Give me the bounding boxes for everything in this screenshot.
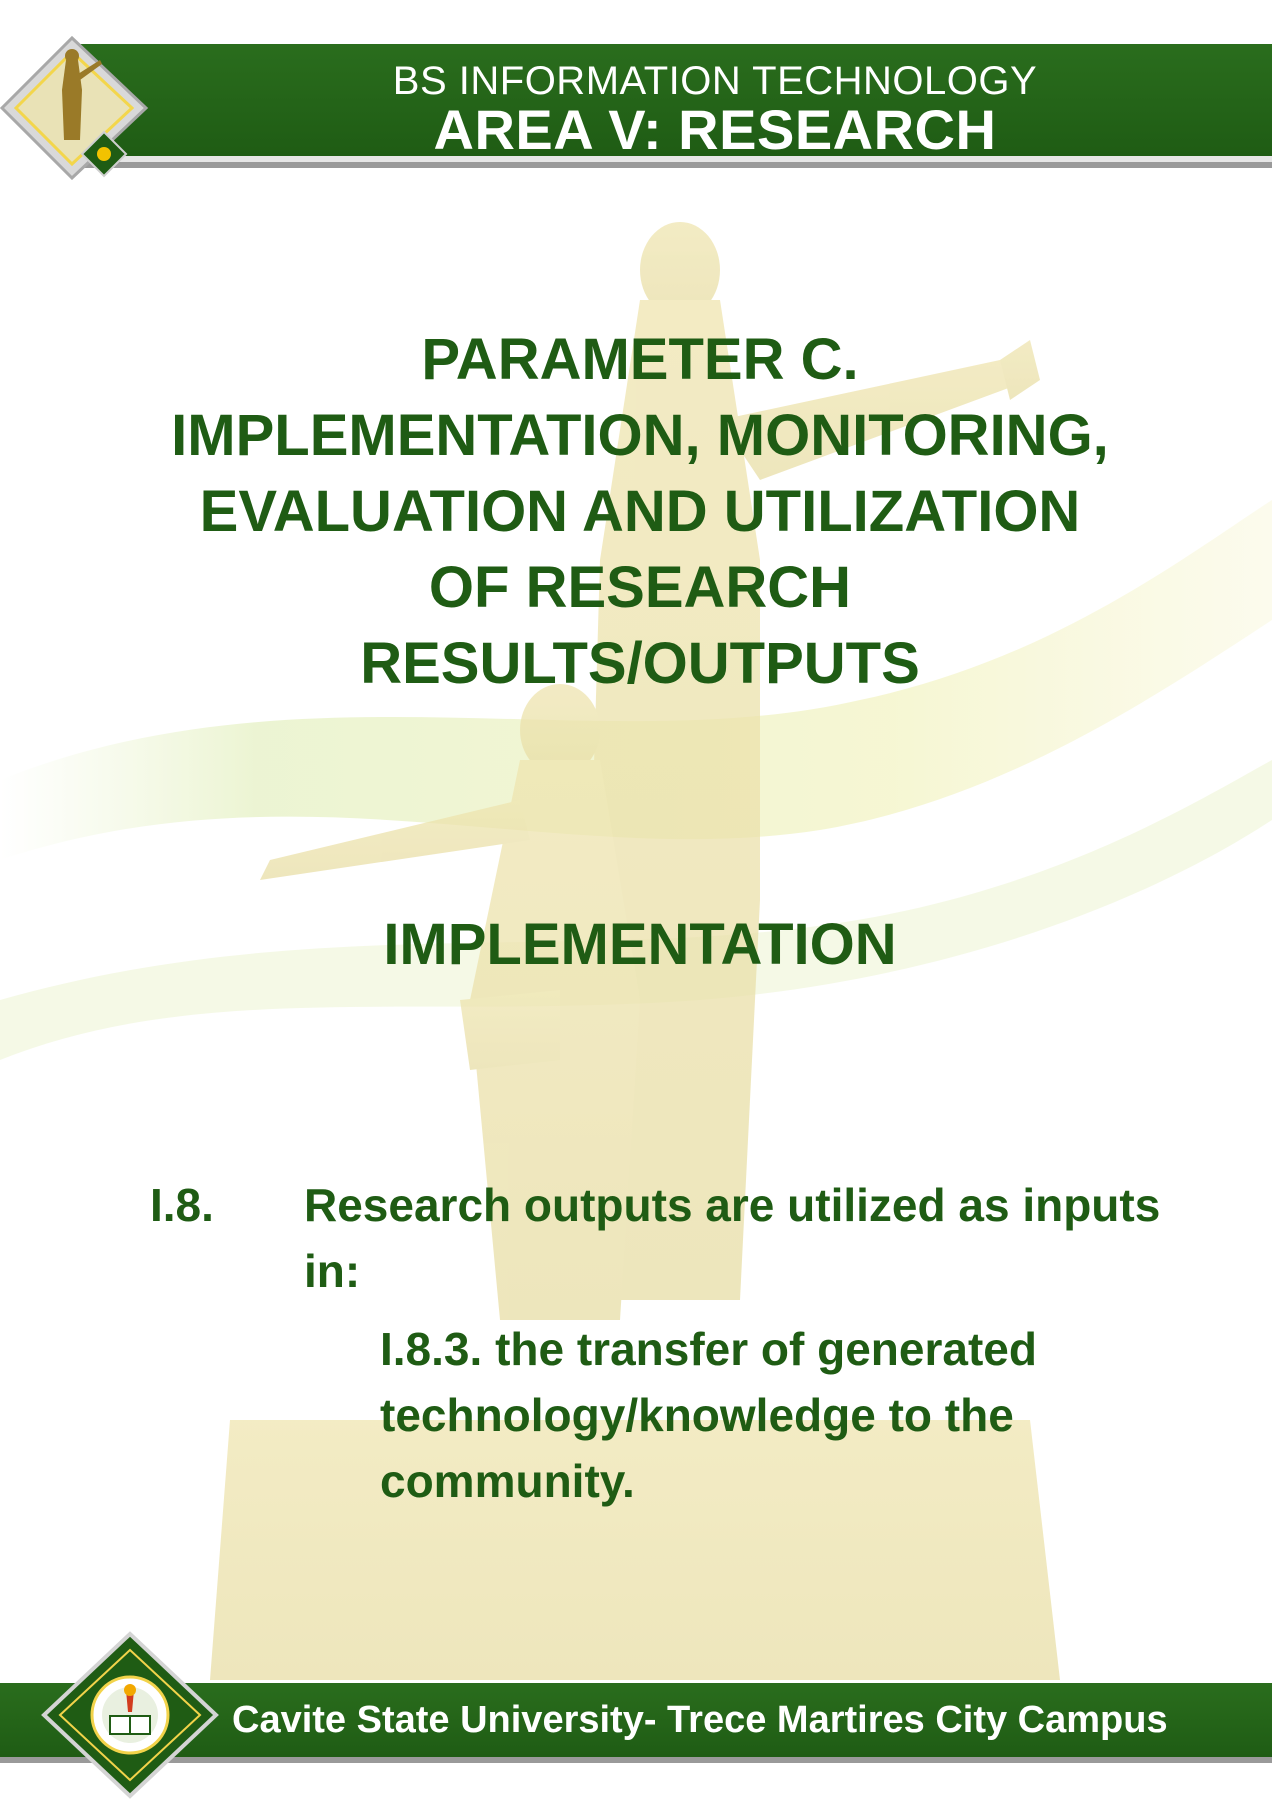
item-text: Research outputs are utilized as inputs … xyxy=(304,1179,1161,1297)
parameter-title-line: RESULTS/OUTPUTS xyxy=(360,631,920,696)
parameter-title-line: IMPLEMENTATION, MONITORING, xyxy=(171,403,1109,468)
section-title: IMPLEMENTATION xyxy=(383,912,897,977)
footer-divider xyxy=(0,1757,1272,1763)
header-title: AREA V: RESEARCH xyxy=(433,98,997,161)
item-number: I.8. xyxy=(150,1179,214,1231)
header-subtitle: BS INFORMATION TECHNOLOGY xyxy=(392,59,1038,103)
header-bar xyxy=(70,44,1272,156)
parameter-title-line: OF RESEARCH xyxy=(428,555,852,620)
header-divider-light xyxy=(70,156,1272,162)
header-divider xyxy=(70,162,1272,168)
subitem-text: I.8.3. the transfer of generated technol… xyxy=(380,1323,1037,1507)
parameter-title: PARAMETER C. IMPLEMENTATION, MONITORING,… xyxy=(120,322,1160,702)
parameter-title-line: EVALUATION AND UTILIZATION xyxy=(199,479,1081,544)
monument-diamond-logo-icon xyxy=(0,35,149,180)
university-seal-logo-icon xyxy=(41,1631,219,1799)
footer-text: Cavite State University- Trece Martires … xyxy=(232,1699,1168,1741)
parameter-title-line: PARAMETER C. xyxy=(421,327,859,392)
